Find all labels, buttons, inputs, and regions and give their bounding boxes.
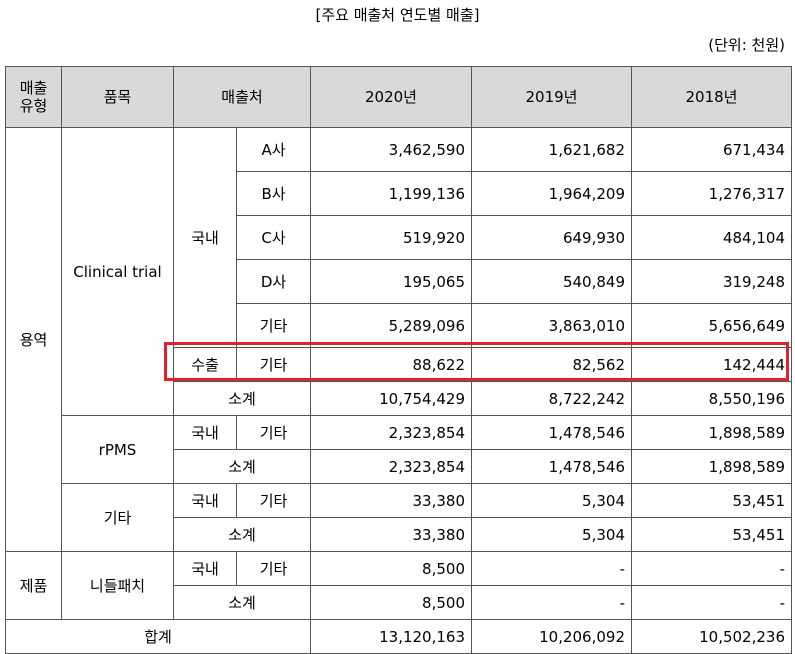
- value-2020: 13,120,163: [310, 619, 472, 654]
- sales-type-product: 제품: [5, 551, 62, 620]
- region-domestic: 국내: [173, 127, 237, 348]
- table-row: 기타 5,289,096 3,863,010 5,656,649: [6, 303, 792, 348]
- item-other: 기타: [61, 483, 174, 552]
- value-2020: 2,323,854: [310, 449, 472, 484]
- header-item: 품목: [61, 66, 174, 128]
- table-row: 기타 국내 기타 33,380 5,304 53,451: [6, 483, 792, 552]
- value-2018: 142,444: [631, 347, 792, 382]
- table-title: [주요 매출처 연도별 매출]: [315, 6, 480, 24]
- subtotal-row: 소계 33,380 5,304 53,451: [6, 517, 792, 552]
- customer-cell: 기타: [236, 551, 311, 586]
- value-2019: -: [471, 585, 632, 620]
- table-row: B사 1,199,136 1,964,209 1,276,317: [6, 171, 792, 216]
- value-2020: 1,199,136: [310, 171, 472, 216]
- value-2018: 1,276,317: [631, 171, 792, 216]
- value-2018: -: [631, 551, 792, 586]
- value-2018: 5,656,649: [631, 303, 792, 348]
- total-row: 합계 13,120,163 10,206,092 10,502,236: [5, 619, 792, 654]
- region-domestic: 국내: [173, 483, 237, 518]
- table-row: 제품 니들패치 국내 기타 8,500 - -: [5, 551, 792, 620]
- value-2018: 1,898,589: [631, 415, 792, 450]
- subtotal-row: 소계 2,323,854 1,478,546 1,898,589: [6, 449, 792, 484]
- subtotal-label: 소계: [173, 585, 311, 620]
- customer-cell: D사: [236, 259, 311, 304]
- value-2018: 1,898,589: [631, 449, 792, 484]
- value-2019: 82,562: [471, 347, 632, 382]
- item-clinical-trial: Clinical trial: [61, 127, 174, 416]
- value-2018: 319,248: [631, 259, 792, 304]
- header-customer: 매출처: [173, 66, 311, 128]
- value-2020: 8,500: [310, 585, 472, 620]
- value-2019: 10,206,092: [471, 619, 632, 654]
- region-domestic: 국내: [173, 415, 237, 450]
- value-2019: 5,304: [471, 517, 632, 552]
- customer-cell: C사: [236, 215, 311, 260]
- value-2019: 5,304: [471, 483, 632, 518]
- value-2019: 1,478,546: [471, 449, 632, 484]
- value-2019: 3,863,010: [471, 303, 632, 348]
- value-2020: 3,462,590: [310, 127, 472, 172]
- sales-type-service: 용역: [5, 127, 62, 552]
- value-2018: 53,451: [631, 517, 792, 552]
- customer-cell: 기타: [236, 303, 311, 348]
- customer-cell: A사: [236, 127, 311, 172]
- value-2018: 10,502,236: [631, 619, 792, 654]
- item-rpms: rPMS: [61, 415, 174, 484]
- value-2020: 5,289,096: [310, 303, 472, 348]
- value-2020: 88,622: [310, 347, 472, 382]
- subtotal-row: 소계 10,754,429 8,722,242 8,550,196: [6, 381, 792, 416]
- value-2019: 540,849: [471, 259, 632, 304]
- value-2018: 484,104: [631, 215, 792, 260]
- value-2019: 1,621,682: [471, 127, 632, 172]
- unit-label: (단위: 천원): [708, 36, 785, 54]
- value-2020: 33,380: [310, 517, 472, 552]
- value-2020: 10,754,429: [310, 381, 472, 416]
- customer-cell: B사: [236, 171, 311, 216]
- value-2020: 519,920: [310, 215, 472, 260]
- item-needle-patch: 니들패치: [61, 551, 174, 620]
- subtotal-label: 소계: [173, 517, 311, 552]
- value-2019: -: [471, 551, 632, 586]
- table-row-highlighted: 수출 기타 88,622 82,562 142,444: [6, 347, 792, 382]
- header-row: 매출 유형 품목 매출처 2020년 2019년 2018년: [5, 66, 792, 128]
- value-2018: -: [631, 585, 792, 620]
- table-row: 용역 Clinical trial 국내 A사 3,462,590 1,621,…: [5, 127, 792, 552]
- value-2018: 671,434: [631, 127, 792, 172]
- customer-cell: 기타: [236, 347, 311, 382]
- value-2019: 1,478,546: [471, 415, 632, 450]
- value-2020: 2,323,854: [310, 415, 472, 450]
- table-row: D사 195,065 540,849 319,248: [6, 259, 792, 304]
- value-2018: 8,550,196: [631, 381, 792, 416]
- value-2019: 8,722,242: [471, 381, 632, 416]
- value-2019: 1,964,209: [471, 171, 632, 216]
- subtotal-label: 소계: [173, 449, 311, 484]
- subtotal-label: 소계: [173, 381, 311, 416]
- table-row: C사 519,920 649,930 484,104: [6, 215, 792, 260]
- header-2020: 2020년: [310, 66, 472, 128]
- customer-cell: 기타: [236, 415, 311, 450]
- header-2018: 2018년: [631, 66, 792, 128]
- value-2020: 8,500: [310, 551, 472, 586]
- header-2019: 2019년: [471, 66, 632, 128]
- value-2019: 649,930: [471, 215, 632, 260]
- region-domestic: 국내: [173, 551, 237, 586]
- total-label: 합계: [5, 619, 311, 654]
- value-2020: 33,380: [310, 483, 472, 518]
- value-2020: 195,065: [310, 259, 472, 304]
- header-sales-type: 매출 유형: [5, 66, 62, 128]
- value-2018: 53,451: [631, 483, 792, 518]
- region-export: 수출: [173, 347, 237, 382]
- sales-table: 매출 유형 품목 매출처 2020년 2019년 2018년 용역 Clinica…: [5, 66, 792, 654]
- customer-cell: 기타: [236, 483, 311, 518]
- table-row: rPMS 국내 기타 2,323,854 1,478,546 1,898,589: [6, 415, 792, 484]
